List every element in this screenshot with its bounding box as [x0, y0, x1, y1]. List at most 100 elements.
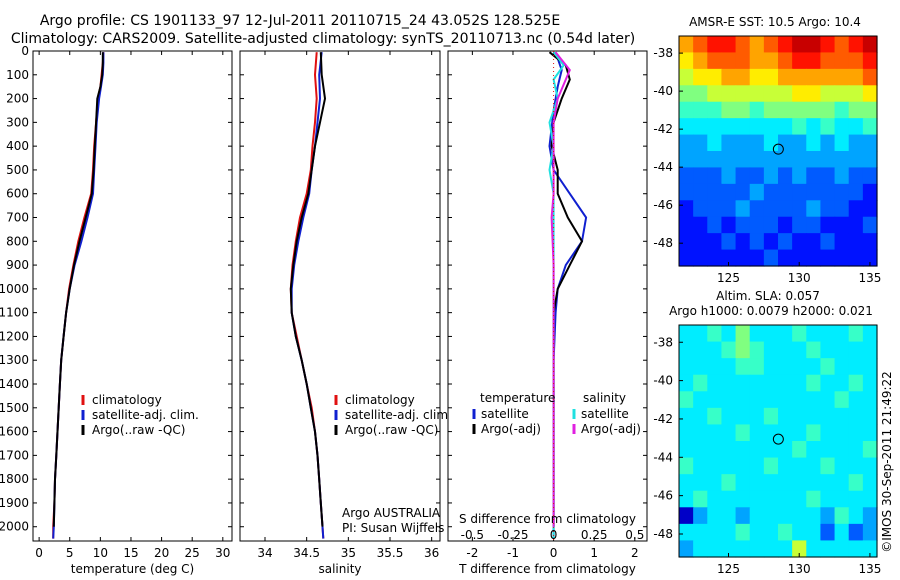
sst-map-cell [735, 167, 751, 185]
sla-map-cell [806, 540, 822, 558]
sla-map-cell [848, 540, 864, 558]
sla-map-cell [862, 424, 878, 442]
sla-map-cell [735, 391, 751, 409]
sst-map-cell [806, 233, 822, 251]
sla-map-cell [763, 358, 779, 376]
sla-map-cell [792, 325, 807, 343]
sst-map-cell [693, 52, 708, 70]
sla-map-cell [820, 507, 836, 525]
depth-tick-label: 1500 [0, 401, 29, 415]
sst-map-cell [792, 233, 807, 251]
sla-map-cell [679, 441, 694, 459]
depth-tick-label: 300 [6, 115, 29, 129]
sst-map-cell [763, 167, 779, 185]
difference-xtick-label: 2 [631, 546, 639, 560]
sla-map-cell [848, 441, 864, 459]
sla-map-cell [749, 474, 765, 492]
sst-map-cell [862, 249, 878, 267]
sst-map-cell [735, 249, 751, 267]
sla-map-cell [778, 540, 793, 558]
sla-map-cell [735, 325, 751, 343]
sst-map-cell [820, 233, 836, 251]
sla-map-cell [721, 474, 737, 492]
sst-map-cell [806, 151, 822, 169]
sst-map-cell [693, 85, 708, 103]
salinity-xlabel: salinity [318, 562, 361, 576]
sst-map-cell [735, 183, 751, 201]
sst-map-cell [848, 233, 864, 251]
sla-map-cell [679, 391, 694, 409]
sst-map-cell [778, 101, 793, 119]
sst-map-cell [693, 68, 708, 86]
sst-map-cell [707, 216, 723, 234]
plot-area: 0100200300400500600700800900100011001200… [0, 15, 881, 576]
salinity-annotation: PI: Susan Wijffels [342, 521, 444, 535]
sst-map-cell [679, 101, 694, 119]
sst-map-cell [848, 36, 864, 54]
sla-map-cell [735, 407, 751, 426]
sst-map-cell [848, 68, 864, 86]
sst-map-cell [679, 167, 694, 185]
sst-map-cell [763, 52, 779, 70]
sst-map-cell [749, 52, 765, 70]
temperature-xtick-label: 0 [35, 546, 43, 560]
sst-map-cell [679, 233, 694, 251]
sla-map-cell [834, 457, 850, 475]
sla-map-cell [778, 341, 793, 359]
sla-map-argo-marker [772, 433, 784, 445]
sst-map-cell [778, 183, 793, 201]
sst-map-cell [862, 68, 878, 86]
sla-map-cell [735, 441, 751, 459]
sst-map-cell [848, 101, 864, 119]
sla-map-cell [749, 325, 765, 343]
difference-legend-label: Argo(-adj) [481, 422, 541, 436]
sla-map-cell [707, 341, 723, 359]
sst-map-ytick-label: -42 [653, 122, 673, 136]
sla-map-cell [763, 523, 779, 542]
sla-map-cell [679, 457, 694, 475]
sla-map-cell [679, 424, 694, 442]
sla-map-cell [721, 341, 737, 359]
difference-x2tick-label: -0.25 [497, 528, 528, 542]
sla-map-cell [848, 341, 864, 359]
sla-map-cell [749, 374, 765, 392]
sla-map-ytick-label: -40 [653, 374, 673, 388]
depth-tick-label: 1100 [0, 306, 29, 320]
sst-map-cell [792, 36, 807, 54]
sla-map-cell [778, 507, 793, 525]
sst-map-cell [834, 151, 850, 169]
difference-axes-frame [447, 50, 648, 542]
depth-tick-label: 1600 [0, 425, 29, 439]
sla-map-cell [806, 507, 822, 525]
sla-map-cell [862, 540, 878, 558]
sla-map-cell [707, 407, 723, 426]
sst-map-cell [721, 101, 737, 119]
sst-map-cell [721, 167, 737, 185]
sla-map-cell [792, 507, 807, 525]
sla-map-cell [820, 424, 836, 442]
sst-map-cell [820, 249, 836, 267]
sst-map-cell [749, 101, 765, 119]
sla-map-cell [693, 507, 708, 525]
sla-map-cell [735, 540, 751, 558]
sla-map-cell [735, 358, 751, 376]
sla-map-cell [693, 424, 708, 442]
sla-map-cell [721, 441, 737, 459]
sst-map-cell [820, 200, 836, 218]
sla-map-cell [806, 358, 822, 376]
sst-map-cell [749, 151, 765, 169]
sst-map-cell [679, 151, 694, 169]
sst-map-cell [792, 249, 807, 267]
sst-map-cell [834, 200, 850, 218]
sla-map-cell [693, 374, 708, 392]
sst-map-cell [707, 68, 723, 86]
sla-map-cell [862, 374, 878, 392]
sst-map-cell [806, 52, 822, 70]
depth-tick-label: 700 [6, 211, 29, 225]
sla-map-xtick-label: 135 [858, 562, 881, 576]
difference-legend-title: salinity [583, 391, 626, 405]
salinity-xtick-label: 35.5 [377, 546, 404, 560]
sla-map-cell [721, 407, 737, 426]
sst-map-cell [834, 249, 850, 267]
sla-map-cell [848, 374, 864, 392]
